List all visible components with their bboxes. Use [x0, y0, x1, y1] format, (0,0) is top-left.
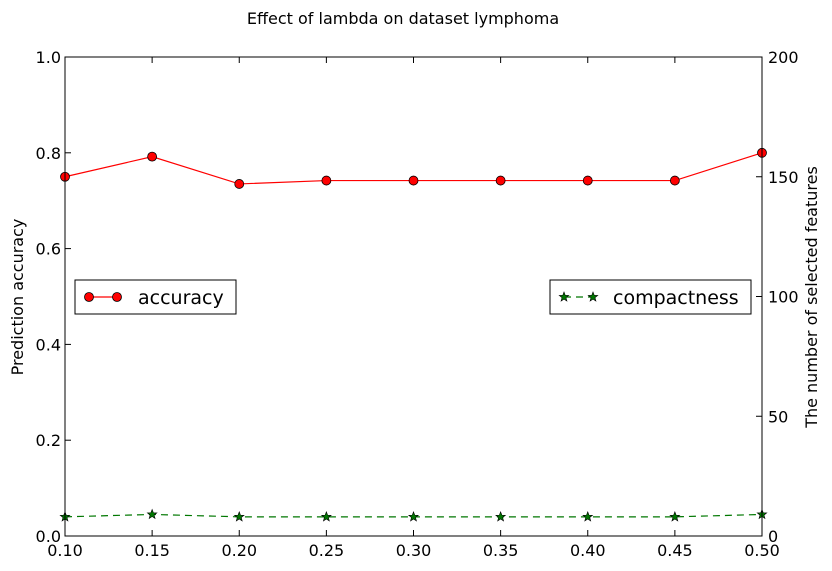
legend-accuracy: accuracy — [74, 279, 237, 315]
y2-tick-label: 200 — [768, 48, 799, 67]
data-point-accuracy — [408, 175, 419, 186]
data-point-accuracy — [669, 175, 680, 186]
legend-compactness-label: compactness — [613, 287, 739, 309]
legend-compactness: compactness — [549, 279, 752, 315]
data-point-accuracy — [495, 175, 506, 186]
y2-tick-label: 50 — [768, 407, 788, 426]
x-tick-label: 0.35 — [483, 541, 519, 560]
x-tick-labels: 0.10 0.15 0.20 0.25 0.30 0.35 0.40 0.45 0.50 — [47, 541, 780, 560]
data-point-compactness — [495, 510, 507, 522]
y-tick-label: 0.0 — [36, 527, 61, 546]
x-tick-label: 0.25 — [309, 541, 345, 560]
legend-accuracy-marker — [84, 292, 94, 302]
x-tick-label: 0.50 — [744, 541, 780, 560]
data-point-accuracy — [147, 151, 158, 162]
y2-tick-label: 100 — [768, 288, 799, 307]
y2-axis-label: The number of selected features — [802, 166, 821, 429]
x-tick-label: 0.40 — [570, 541, 606, 560]
tick-marks — [64, 56, 763, 537]
y-tick-label: 0.6 — [36, 240, 61, 259]
data-point-accuracy — [321, 175, 332, 186]
y-tick-label: 0.2 — [36, 431, 61, 450]
data-point-compactness — [407, 510, 420, 522]
data-point-compactness — [146, 508, 158, 520]
plot-frame — [64, 56, 763, 537]
y2-tick-label: 150 — [768, 168, 799, 187]
y-tick-label: 0.4 — [36, 335, 61, 354]
data-point-accuracy — [582, 175, 593, 186]
data-point-accuracy — [234, 179, 245, 189]
chart-title: Effect of lambda on dataset lymphoma — [247, 9, 559, 28]
legend-accuracy-label: accuracy — [138, 287, 224, 309]
y2-tick-labels: 0 50 100 150 200 — [768, 48, 799, 546]
legend-compactness-marker — [587, 291, 599, 302]
legend-accuracy-sample — [84, 292, 122, 302]
x-tick-label: 0.10 — [47, 541, 83, 560]
x-tick-label: 0.15 — [134, 541, 170, 560]
y-tick-label: 0.8 — [36, 144, 61, 163]
legend-compactness-frame — [549, 279, 752, 315]
data-point-compactness — [233, 510, 245, 522]
y-tick-labels: 0.0 0.2 0.4 0.6 0.8 1.0 — [36, 48, 61, 546]
x-tick-label: 0.20 — [221, 541, 257, 560]
legend-compactness-marker — [558, 291, 570, 302]
legend-accuracy-marker — [112, 292, 122, 302]
data-point-compactness — [669, 510, 681, 522]
y-axis-label: Prediction accuracy — [8, 219, 27, 376]
legend-compactness-sample — [558, 291, 599, 302]
data-point-compactness — [582, 510, 594, 522]
x-tick-label: 0.45 — [657, 541, 693, 560]
y-tick-label: 1.0 — [36, 48, 61, 67]
x-tick-label: 0.30 — [396, 541, 432, 560]
y2-tick-label: 0 — [768, 527, 778, 546]
data-point-compactness — [320, 510, 332, 522]
